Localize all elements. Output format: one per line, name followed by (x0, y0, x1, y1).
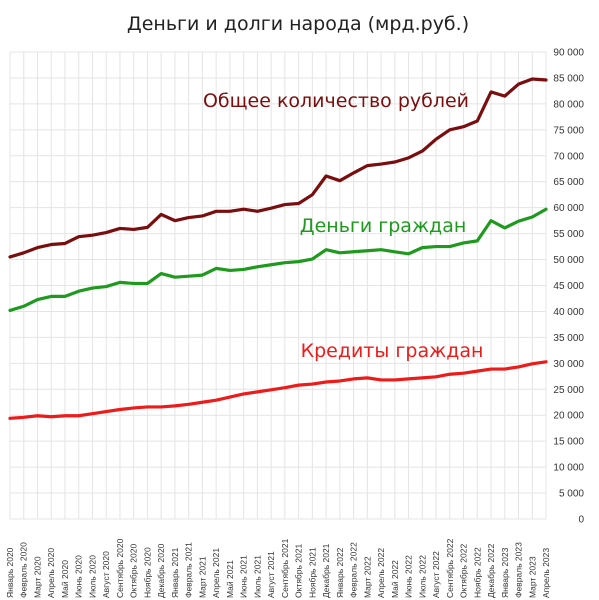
x-tick-label: Март 2022 (362, 556, 372, 598)
x-tick-label: Октябрь 2020 (129, 544, 139, 598)
x-tick-label: Апрель 2023 (541, 548, 551, 598)
x-tick-label: Ноябрь 2020 (142, 547, 152, 598)
y-tick-label: 50 000 (553, 255, 584, 266)
y-tick-label: 15 000 (553, 437, 584, 448)
y-tick-label: 80 000 (553, 99, 584, 110)
x-tick-label: Февраль 2022 (349, 542, 359, 598)
x-tick-label: Сентябрь 2021 (280, 538, 290, 598)
y-tick-label: 30 000 (553, 359, 584, 370)
y-tick-label: 5 000 (559, 489, 584, 500)
x-tick-label: Июнь 2020 (74, 555, 84, 598)
series-lines (8, 77, 548, 420)
y-tick-label: 25 000 (553, 385, 584, 396)
y-tick-label: 60 000 (553, 203, 584, 214)
x-tick-label: Май 2020 (60, 560, 70, 598)
series-line-2 (8, 207, 548, 313)
x-tick-label: Декабрь 2022 (486, 543, 496, 598)
x-tick-label: Февраль 2021 (184, 542, 194, 598)
x-tick-label: Январь 2020 (5, 547, 15, 598)
x-tick-label: Сентябрь 2020 (115, 538, 125, 598)
x-tick-label: Ноябрь 2022 (472, 547, 482, 598)
y-tick-label: 55 000 (553, 229, 584, 240)
x-tick-label: Апрель 2022 (376, 548, 386, 598)
x-tick-label: Июль 2022 (417, 555, 427, 598)
series-labels: Общее количество рублей Деньги граждан Кре… (203, 90, 483, 362)
series-line-1 (8, 77, 548, 259)
x-tick-label: Сентябрь 2022 (445, 538, 455, 598)
x-tick-label: Февраль 2023 (514, 542, 524, 598)
x-tick-label: Декабрь 2020 (156, 543, 166, 598)
grid-lines (9, 51, 547, 520)
x-axis-ticks: Январь 2020 Февраль 2020 Март 2020 Апрель 2… (5, 538, 551, 598)
x-tick-label: Май 2022 (390, 560, 400, 598)
x-tick-label: Август 2020 (101, 551, 111, 598)
x-tick-label: Ноябрь 2021 (307, 547, 317, 598)
y-tick-label: 40 000 (553, 307, 584, 318)
y-tick-label: 65 000 (553, 177, 584, 188)
x-tick-label: Март 2023 (527, 556, 537, 598)
series-label-1: Общее количество рублей (203, 90, 469, 112)
x-tick-label: Декабрь 2021 (321, 543, 331, 598)
y-tick-label: 20 000 (553, 411, 584, 422)
series-line-3 (8, 360, 548, 420)
y-tick-label: 10 000 (553, 463, 584, 474)
x-tick-label: Октябрь 2021 (294, 544, 304, 598)
series-label-2: Деньги граждан (300, 215, 467, 237)
x-tick-label: Март 2020 (32, 556, 42, 598)
y-axis-ticks: 0 5 000 10 000 15 000 20 000 25 000 30 000 35 0… (553, 48, 584, 526)
series-label-3: Кредиты граждан (301, 340, 484, 362)
y-tick-label: 35 000 (553, 333, 584, 344)
y-tick-label: 85 000 (553, 73, 584, 84)
x-tick-label: Апрель 2021 (211, 548, 221, 598)
x-tick-label: Апрель 2020 (46, 548, 56, 598)
x-tick-label: Январь 2022 (335, 547, 345, 598)
x-tick-label: Март 2021 (197, 556, 207, 598)
x-tick-label: Август 2021 (266, 551, 276, 598)
y-tick-label: 70 000 (553, 151, 584, 162)
x-tick-label: Июнь 2022 (404, 555, 414, 598)
y-tick-label: 45 000 (553, 281, 584, 292)
x-tick-label: Август 2022 (431, 551, 441, 598)
y-tick-label: 90 000 (553, 48, 584, 59)
x-tick-label: Январь 2023 (500, 547, 510, 598)
x-tick-label: Июнь 2021 (239, 555, 249, 598)
x-tick-label: Февраль 2020 (19, 542, 29, 598)
y-tick-label: 0 (578, 515, 584, 526)
x-tick-label: Май 2021 (225, 560, 235, 598)
chart-title: Деньги и долги народа (мрд.руб.) (127, 13, 469, 35)
x-tick-label: Июль 2021 (252, 555, 262, 598)
x-tick-label: Июль 2020 (87, 555, 97, 598)
y-tick-label: 75 000 (553, 125, 584, 136)
x-tick-label: Январь 2021 (170, 547, 180, 598)
x-tick-label: Октябрь 2022 (459, 544, 469, 598)
